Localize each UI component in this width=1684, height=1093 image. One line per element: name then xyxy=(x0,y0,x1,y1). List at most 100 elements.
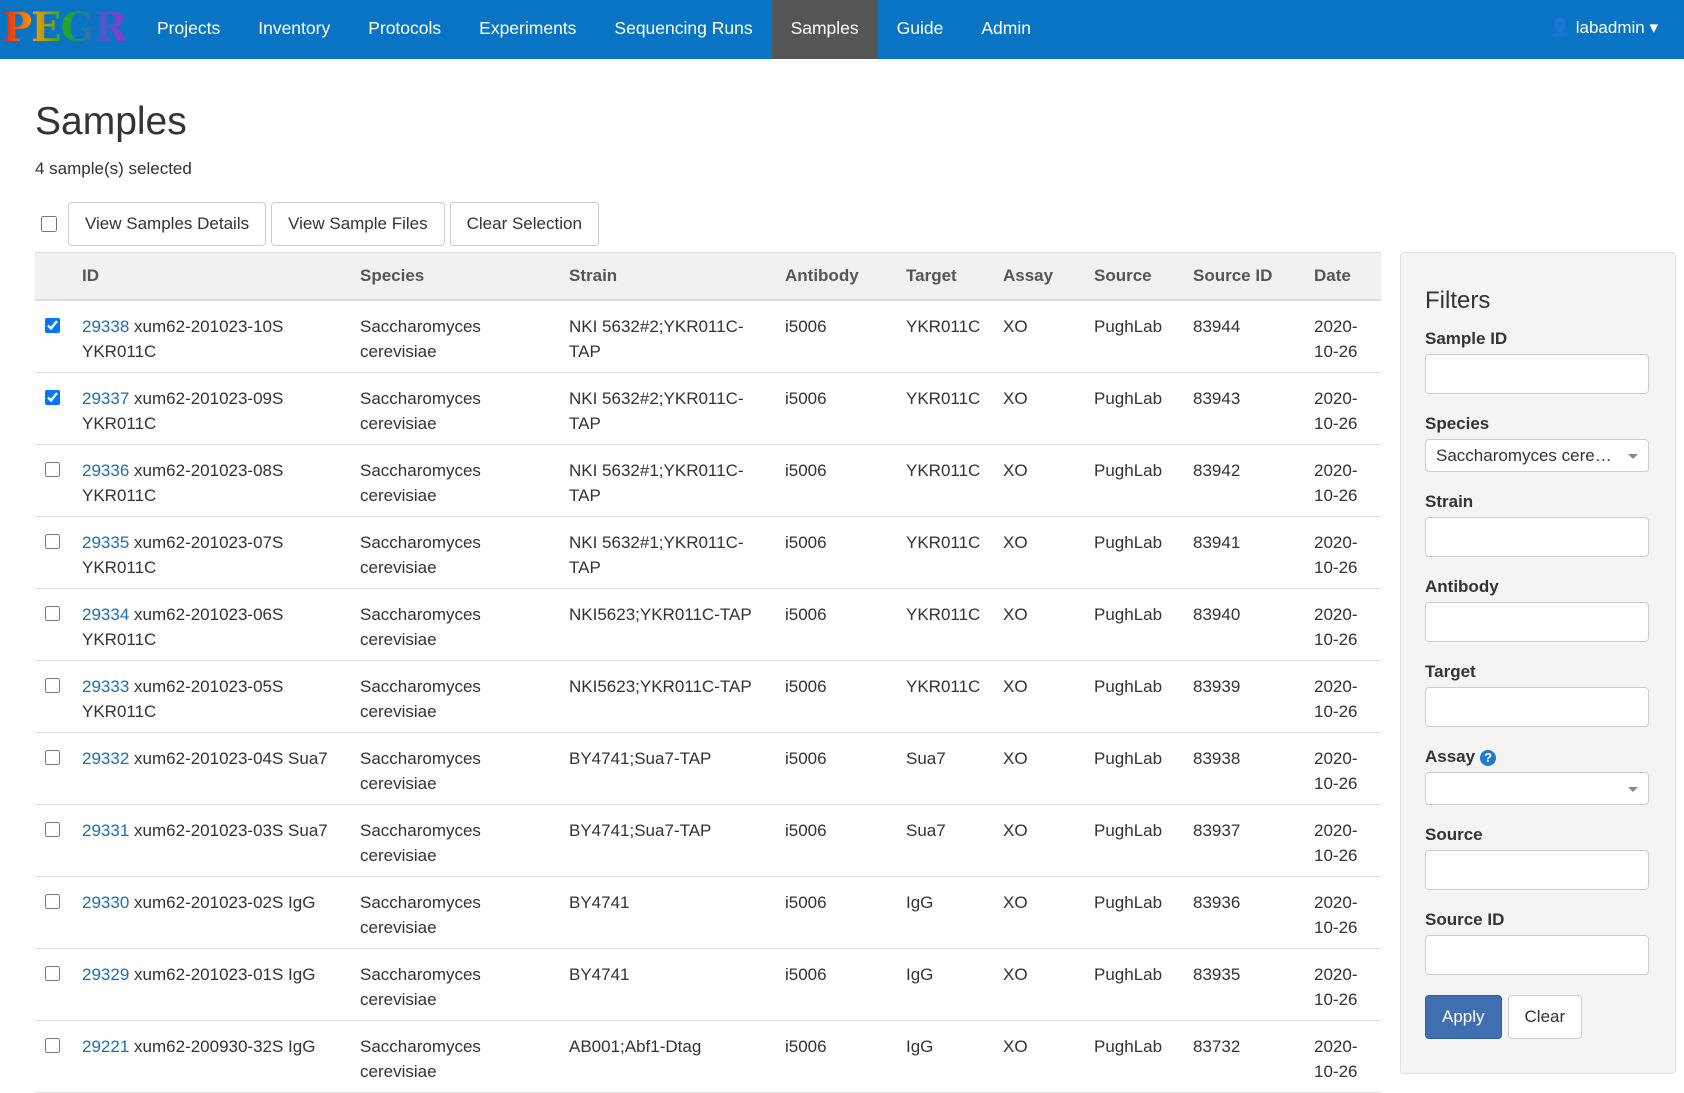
filters-title: Filters xyxy=(1425,287,1491,314)
nav-item[interactable]: Projects xyxy=(157,18,221,38)
id-cell: 29337 xum62-201023-09S YKR011C xyxy=(75,372,353,445)
column-header[interactable]: Assay xyxy=(996,252,1087,301)
sample-link[interactable]: 29329 xyxy=(82,965,130,984)
row-checkbox[interactable] xyxy=(45,1038,60,1053)
row-checkbox[interactable] xyxy=(45,822,60,837)
strain-cell: NKI5623;YKR011C-TAP xyxy=(562,588,778,661)
sample-link[interactable]: 29337 xyxy=(82,389,130,408)
select-cell xyxy=(35,660,75,733)
filter-select[interactable]: Saccharomyces cerevisiae xyxy=(1425,439,1649,472)
id-cell: 29335 xum62-201023-07S YKR011C xyxy=(75,516,353,589)
filter-input[interactable] xyxy=(1425,602,1649,642)
filter-input[interactable] xyxy=(1425,517,1649,557)
column-header[interactable]: Source xyxy=(1087,252,1186,301)
source-id-cell: 83942 xyxy=(1186,444,1307,517)
column-header[interactable]: ID xyxy=(75,252,353,301)
sample-row: 29333 xum62-201023-05S YKR011C Saccharomy… xyxy=(35,660,1381,733)
logo[interactable]: PEGR xyxy=(2,4,127,51)
row-checkbox[interactable] xyxy=(45,750,60,765)
filter-input[interactable] xyxy=(1425,935,1649,975)
date-cell: 2020-10-26 xyxy=(1307,300,1381,373)
sample-link[interactable]: 29338 xyxy=(82,317,130,336)
label-text: Strain xyxy=(1425,492,1474,511)
sample-link[interactable]: 29334 xyxy=(82,605,130,624)
nav-item[interactable]: Guide xyxy=(896,18,944,38)
sample-name: xum62-201023-02S IgG xyxy=(134,893,316,912)
source-id-cell: 83943 xyxy=(1186,372,1307,445)
nav-item[interactable]: Inventory xyxy=(258,18,331,38)
action-button[interactable]: View Samples Details xyxy=(68,202,267,246)
nav-item[interactable]: Samples xyxy=(771,0,878,59)
selected-value: Saccharomyces cerevisiae xyxy=(1436,446,1639,465)
row-checkbox[interactable] xyxy=(45,966,60,981)
filter-button[interactable]: Apply xyxy=(1425,995,1502,1039)
strain-cell: NKI 5632#2;YKR011C-TAP xyxy=(562,300,778,373)
user-menu[interactable]: 👤 labadmin ▾ xyxy=(1549,18,1658,37)
target-cell: YKR011C xyxy=(899,660,996,733)
assay-cell: XO xyxy=(996,948,1087,1021)
species-cell: Saccharomyces cerevisiae xyxy=(353,372,562,445)
row-checkbox[interactable] xyxy=(45,894,60,909)
select-cell xyxy=(35,804,75,877)
row-checkbox[interactable] xyxy=(45,462,60,477)
username[interactable]: labadmin xyxy=(1575,18,1645,37)
column-header[interactable]: Antibody xyxy=(778,252,899,301)
species-cell: Saccharomyces cerevisiae xyxy=(353,516,562,589)
id-cell: 29336 xum62-201023-08S YKR011C xyxy=(75,444,353,517)
antibody-cell: i5006 xyxy=(778,876,899,949)
action-button[interactable]: Clear Selection xyxy=(449,202,599,246)
source-id-cell: 83732 xyxy=(1186,1020,1307,1093)
column-header[interactable]: Date xyxy=(1307,252,1381,301)
strain-cell: NKI 5632#1;YKR011C-TAP xyxy=(562,516,778,589)
column-header[interactable]: Strain xyxy=(562,252,778,301)
row-checkbox[interactable] xyxy=(45,318,60,333)
strain-cell: NKI5623;YKR011C-TAP xyxy=(562,660,778,733)
row-checkbox[interactable] xyxy=(45,390,60,405)
samples-table: ID Species Strain Antibody Target Assay Source… xyxy=(35,252,1381,1093)
filter-select[interactable] xyxy=(1425,772,1649,805)
sample-name: xum62-201023-03S Sua7 xyxy=(134,821,328,840)
sample-link[interactable]: 29336 xyxy=(82,461,130,480)
row-checkbox[interactable] xyxy=(45,534,60,549)
sample-name: xum62-201023-04S Sua7 xyxy=(134,749,328,768)
filter-label: Source xyxy=(1425,825,1649,845)
select-all[interactable] xyxy=(41,216,57,232)
target-cell: YKR011C xyxy=(899,588,996,661)
sample-row: 29336 xum62-201023-08S YKR011C Saccharomy… xyxy=(35,444,1381,517)
sample-link[interactable]: 29335 xyxy=(82,533,130,552)
target-cell: Sua7 xyxy=(899,804,996,877)
nav-item[interactable]: Protocols xyxy=(368,18,442,38)
sample-link[interactable]: 29221 xyxy=(82,1037,130,1056)
sample-link[interactable]: 29333 xyxy=(82,677,130,696)
sample-link[interactable]: 29330 xyxy=(82,893,130,912)
nav-item[interactable]: Sequencing Runs xyxy=(614,18,753,38)
species-cell: Saccharomyces cerevisiae xyxy=(353,588,562,661)
nav-item[interactable]: Experiments xyxy=(479,18,577,38)
row-checkbox[interactable] xyxy=(45,678,60,693)
column-header[interactable]: Source ID xyxy=(1186,252,1307,301)
help-icon[interactable]: ? xyxy=(1480,750,1497,766)
select-cell xyxy=(35,1020,75,1093)
target-cell: YKR011C xyxy=(899,444,996,517)
column-header[interactable]: Species xyxy=(353,252,562,301)
id-cell: 29338 xum62-201023-10S YKR011C xyxy=(75,300,353,373)
row-checkbox[interactable] xyxy=(45,606,60,621)
label-text: Species xyxy=(1425,414,1490,433)
column-header[interactable]: Target xyxy=(899,252,996,301)
sample-link[interactable]: 29331 xyxy=(82,821,130,840)
action-button[interactable]: View Sample Files xyxy=(271,202,445,246)
filter-button[interactable]: Clear xyxy=(1507,995,1583,1039)
target-cell: IgG xyxy=(899,948,996,1021)
table-body: 29338 xum62-201023-10S YKR011C Saccharomy… xyxy=(35,300,1381,1093)
filter-input[interactable] xyxy=(1425,850,1649,890)
sample-link[interactable]: 29332 xyxy=(82,749,130,768)
source-cell: PughLab xyxy=(1087,516,1186,589)
label-text: Target xyxy=(1425,662,1476,681)
source-id-cell: 83938 xyxy=(1186,732,1307,805)
label-text: Source ID xyxy=(1425,910,1505,929)
sample-name: xum62-201023-05S YKR011C xyxy=(82,677,284,721)
filter-input[interactable] xyxy=(1425,687,1649,727)
sample-row: 29221 xum62-200930-32S IgG Saccharomyces … xyxy=(35,1020,1381,1093)
filter-input[interactable] xyxy=(1425,354,1649,394)
nav-item[interactable]: Admin xyxy=(981,18,1031,38)
